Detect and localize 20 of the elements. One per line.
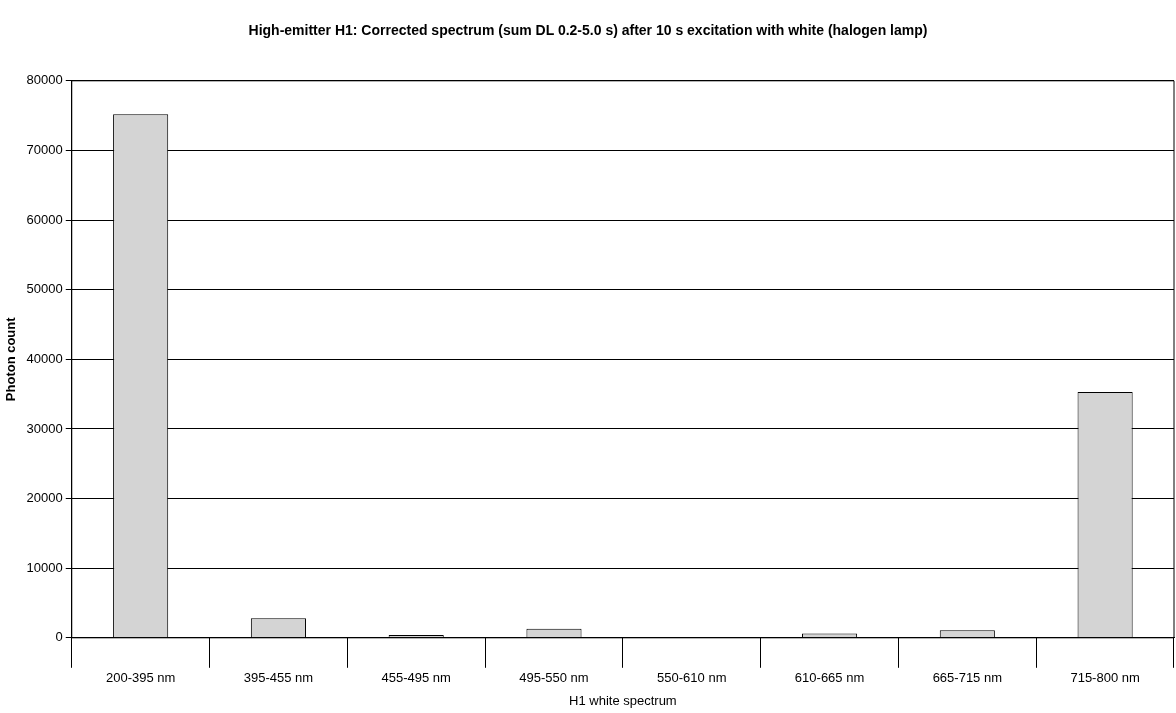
x-tick-label: 395-455 nm: [243, 670, 314, 686]
x-tick-label: 200-395 nm: [105, 670, 176, 686]
y-tick-label: 50000: [26, 281, 63, 297]
y-tick-label: 40000: [26, 350, 63, 366]
y-tick-label: 10000: [26, 559, 63, 575]
y-axis-title: Photon count: [3, 316, 19, 402]
y-tick-label: 70000: [26, 142, 63, 157]
x-tick-label: 610-665 nm: [794, 670, 865, 686]
x-tick-label: 455-495 nm: [381, 670, 451, 686]
y-tick-label: 20000: [26, 490, 63, 506]
x-tick-label: 550-610 nm: [657, 670, 727, 686]
x-tick-label: 665-715 nm: [932, 670, 1003, 686]
y-tick-label: 0: [55, 629, 63, 645]
y-tick-label: 60000: [26, 211, 63, 227]
y-tick-label: 80000: [26, 72, 63, 88]
y-tick-label: 30000: [26, 420, 63, 436]
x-tick-label: 495-550 nm: [519, 670, 589, 686]
chart-title: High-emitter H1: Corrected spectrum (sum DL 0.2-5.0 s) after 10 s excitation with white (halogen lamp): [247, 21, 929, 40]
x-axis-title: H1 white spectrum: [569, 692, 677, 708]
x-tick-label: 715-800 nm: [1070, 670, 1140, 686]
